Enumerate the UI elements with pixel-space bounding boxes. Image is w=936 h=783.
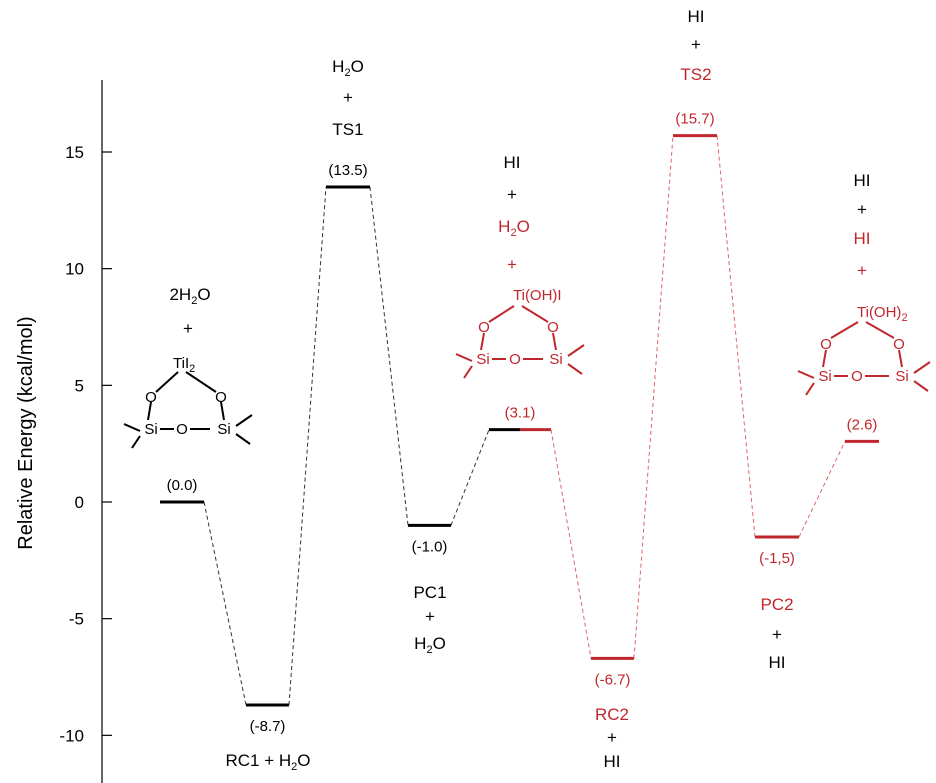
m2-si-left: Si: [476, 351, 489, 368]
y-tick-label: 0: [75, 493, 84, 512]
ts2-hi: HI: [688, 7, 705, 26]
ts1-plus: +: [343, 88, 353, 107]
value-label-int: (3.1): [505, 405, 536, 422]
pc2-hi: HI: [769, 653, 786, 672]
m1-o-left: O: [145, 389, 157, 406]
pc1-plus: +: [425, 607, 435, 626]
rc1-label: RC1 + H2O: [225, 751, 310, 773]
pc2-plus: +: [772, 625, 782, 644]
m3-si-left: Si: [818, 368, 831, 385]
m1-metal: TiI2: [173, 355, 195, 375]
m3-hi1: HI: [854, 171, 871, 190]
m2-o-bridge: O: [509, 351, 521, 368]
rc2-hi: HI: [604, 752, 621, 771]
energy-levels: [160, 134, 879, 707]
pc1-h2o-label: H2O: [414, 634, 446, 656]
connector-ts1-pc1: [369, 186, 409, 526]
value-label-pc2: (-1,5): [759, 550, 795, 567]
m2-h2o: H2O: [498, 217, 530, 239]
connector-pc2-end: [798, 441, 846, 538]
connector-start-rc1: [203, 501, 247, 706]
y-tick-label: -5: [69, 610, 84, 629]
m1-o-right: O: [215, 389, 227, 406]
m3-bonds: [797, 321, 931, 396]
m1-si-right: Si: [217, 421, 230, 438]
value-label-ts1: (13.5): [328, 162, 367, 179]
value-label-start: (0.0): [167, 477, 198, 494]
m1-si-left: Si: [144, 421, 157, 438]
ts1-h2o-label: H2O: [332, 57, 364, 79]
pc2-name: PC2: [760, 595, 793, 614]
m3-si-right: Si: [895, 368, 908, 385]
value-label-ts2: (15.7): [675, 111, 714, 128]
value-label-rc2: (-6.7): [595, 671, 631, 688]
m2-o-right: O: [547, 319, 559, 336]
m1-2h2o: 2H2O: [169, 285, 210, 307]
m2-plus2: +: [507, 255, 517, 274]
ts1-name: TS1: [332, 120, 363, 139]
molecule-1: 2H2O + TiI2 O O Si O Si: [123, 285, 253, 449]
m1-bonds: [123, 371, 253, 449]
m1-plus: +: [183, 319, 193, 338]
connector-rc2-ts2: [633, 135, 674, 659]
rc2-plus: +: [607, 728, 617, 747]
molecule-2: HI + H2O + Ti(OH)I O O Si O Si: [455, 153, 585, 379]
m3-o-left: O: [820, 336, 832, 353]
y-tick-label: 5: [75, 376, 84, 395]
m2-bonds: [455, 305, 585, 379]
pc1-name: PC1: [413, 583, 446, 602]
y-axis-ticks: 15 10 5 0 -5 -10: [59, 143, 112, 745]
molecule-3: HI + HI + Ti(OH)2 O O Si O Si: [797, 171, 931, 396]
ts2-plus: +: [691, 35, 701, 54]
m3-hi2: HI: [854, 229, 871, 248]
y-tick-label: 15: [65, 143, 84, 162]
connector-lines: [203, 135, 846, 706]
m2-plus1: +: [507, 185, 517, 204]
value-label-end: (2.6): [847, 416, 878, 433]
y-axis-label: Relative Energy (kcal/mol): [15, 316, 37, 549]
y-tick-label: 10: [65, 260, 84, 279]
rc2-name: RC2: [595, 705, 629, 724]
energy-value-labels: (0.0) (-8.7) (13.5) (-1.0) (3.1) (-6.7) (15.7)…: [167, 111, 878, 735]
m3-o-right: O: [893, 336, 905, 353]
m2-o-left: O: [478, 319, 490, 336]
m2-si-right: Si: [549, 351, 562, 368]
m1-o-bridge: O: [176, 421, 188, 438]
m2-metal: Ti(OH)I: [513, 287, 562, 304]
value-label-pc1: (-1.0): [412, 538, 448, 555]
connector-pc1-int: [450, 429, 490, 526]
connector-ts2-pc2: [716, 135, 756, 538]
m3-o-bridge: O: [851, 368, 863, 385]
m2-hi: HI: [504, 153, 521, 172]
y-tick-label: -10: [59, 726, 84, 745]
m3-plus1: +: [857, 200, 867, 219]
connector-int-rc2: [550, 429, 592, 659]
connector-rc1-ts1: [288, 186, 327, 706]
m3-plus2: +: [857, 261, 867, 280]
ts2-name: TS2: [680, 65, 711, 84]
value-label-rc1: (-8.7): [250, 718, 286, 735]
m3-metal: Ti(OH)2: [857, 304, 908, 324]
